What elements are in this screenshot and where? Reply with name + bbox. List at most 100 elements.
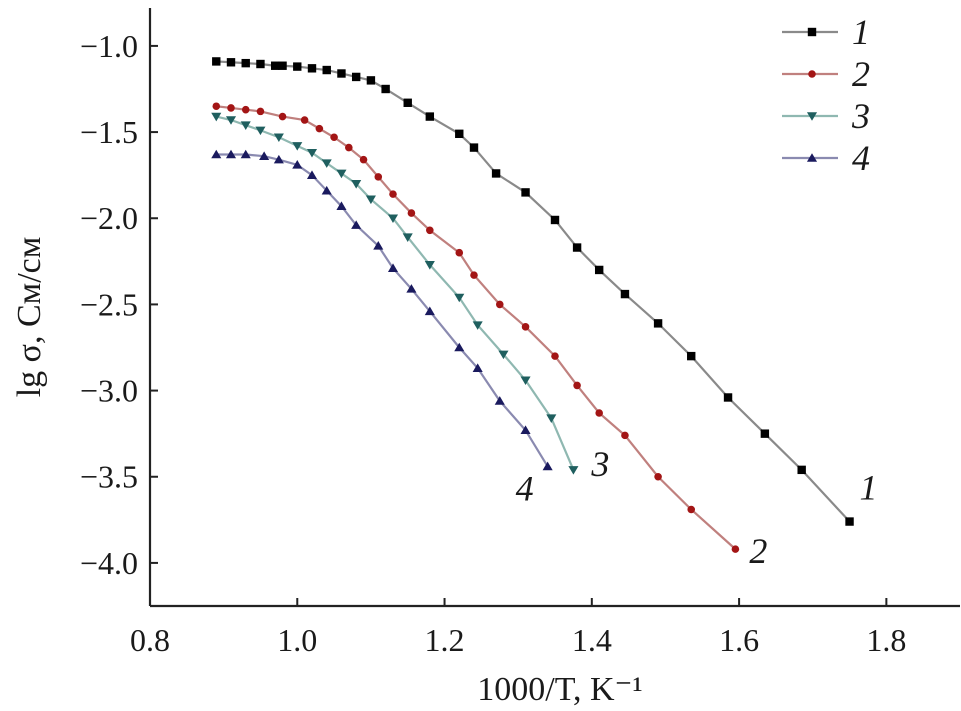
series-line bbox=[216, 115, 575, 471]
data-point bbox=[225, 116, 237, 125]
data-point bbox=[687, 505, 696, 514]
data-point bbox=[806, 112, 818, 121]
y-axis-title: lg σ, См/см bbox=[11, 237, 48, 398]
x-tick-label: 0.8 bbox=[130, 622, 170, 658]
data-point bbox=[307, 64, 317, 73]
data-point bbox=[455, 129, 464, 139]
y-tick-label: −1.0 bbox=[80, 28, 138, 64]
y-tick-label: −4.0 bbox=[80, 545, 138, 581]
data-point bbox=[491, 169, 501, 178]
legend-item-3: 3 bbox=[782, 96, 870, 136]
series-line bbox=[216, 105, 737, 550]
data-point bbox=[520, 425, 531, 434]
data-point bbox=[212, 102, 221, 111]
data-point bbox=[315, 124, 324, 133]
data-point bbox=[212, 57, 221, 66]
data-point bbox=[594, 265, 604, 275]
data-point bbox=[572, 243, 582, 252]
data-point bbox=[321, 185, 332, 195]
data-point bbox=[337, 69, 346, 78]
data-point bbox=[240, 149, 251, 159]
data-point bbox=[306, 170, 318, 179]
data-point bbox=[293, 62, 302, 71]
data-point bbox=[426, 226, 434, 235]
data-point bbox=[321, 159, 332, 168]
grid-layer: 0.8 1.0 1.2 1.4 1.6 1.8 −1.0 −1.5 −2.0 −2.5 −3.0 −3… bbox=[80, 8, 960, 658]
data-point bbox=[424, 306, 435, 316]
y-tick-label: −2.5 bbox=[80, 286, 138, 322]
data-point bbox=[322, 65, 331, 75]
data-point bbox=[336, 201, 347, 210]
y-tick-label: −3.0 bbox=[80, 373, 138, 409]
data-point bbox=[469, 143, 479, 152]
data-point bbox=[225, 149, 237, 159]
data-point bbox=[573, 381, 581, 390]
data-point bbox=[273, 154, 284, 164]
data-point bbox=[806, 153, 818, 162]
data-point bbox=[240, 121, 251, 130]
data-point bbox=[381, 84, 390, 94]
data-point bbox=[454, 293, 465, 303]
data-point bbox=[256, 59, 265, 69]
data-point bbox=[270, 61, 280, 70]
data-point bbox=[620, 289, 630, 299]
data-point bbox=[211, 112, 222, 122]
data-point bbox=[273, 133, 284, 143]
data-point bbox=[345, 143, 353, 152]
x-tick-label: 1.8 bbox=[866, 622, 906, 658]
data-point bbox=[687, 351, 696, 361]
data-point bbox=[374, 173, 383, 181]
data-point bbox=[402, 233, 413, 242]
data-point bbox=[241, 105, 250, 114]
legend-item-1: 1 bbox=[782, 12, 870, 52]
series-3 bbox=[211, 112, 579, 475]
data-point bbox=[351, 220, 362, 229]
data-point bbox=[550, 215, 560, 225]
data-point bbox=[300, 116, 309, 124]
series-1 bbox=[212, 57, 854, 526]
data-point bbox=[472, 363, 483, 372]
data-point bbox=[278, 112, 287, 121]
y-tick-label: −3.5 bbox=[80, 459, 138, 495]
data-point bbox=[653, 319, 663, 328]
data-point bbox=[387, 214, 399, 224]
data-point bbox=[455, 248, 464, 257]
legend-label: 1 bbox=[852, 12, 870, 52]
series-end-label-2: 2 bbox=[749, 531, 767, 571]
data-point bbox=[621, 431, 629, 440]
data-point bbox=[424, 260, 435, 270]
data-point bbox=[406, 284, 417, 293]
data-point bbox=[292, 160, 303, 169]
data-point bbox=[723, 393, 733, 402]
data-point bbox=[306, 148, 318, 158]
data-point bbox=[351, 180, 362, 189]
data-point bbox=[365, 195, 376, 205]
data-point bbox=[336, 169, 347, 179]
data-point bbox=[731, 545, 740, 553]
series-end-label-4: 4 bbox=[516, 468, 534, 508]
x-tick-label: 1.6 bbox=[719, 622, 759, 658]
data-point bbox=[498, 350, 509, 360]
data-point bbox=[760, 429, 770, 438]
data-point bbox=[259, 151, 270, 160]
data-point bbox=[454, 342, 465, 352]
data-point bbox=[808, 70, 816, 78]
data-point bbox=[494, 396, 505, 405]
data-point bbox=[845, 517, 854, 526]
data-point bbox=[292, 142, 303, 151]
data-point bbox=[470, 271, 478, 279]
data-point bbox=[373, 241, 384, 250]
data-point bbox=[472, 321, 483, 330]
data-point bbox=[425, 112, 435, 121]
series-end-label-3: 3 bbox=[590, 444, 609, 484]
x-tick-label: 1.2 bbox=[425, 622, 465, 658]
x-tick-label: 1.0 bbox=[277, 622, 317, 658]
series-2 bbox=[212, 102, 740, 553]
data-point bbox=[389, 190, 397, 198]
x-tick-label: 1.4 bbox=[572, 622, 612, 658]
data-point bbox=[227, 104, 235, 112]
data-point bbox=[495, 300, 504, 309]
y-tick-label: −2.0 bbox=[80, 200, 138, 236]
